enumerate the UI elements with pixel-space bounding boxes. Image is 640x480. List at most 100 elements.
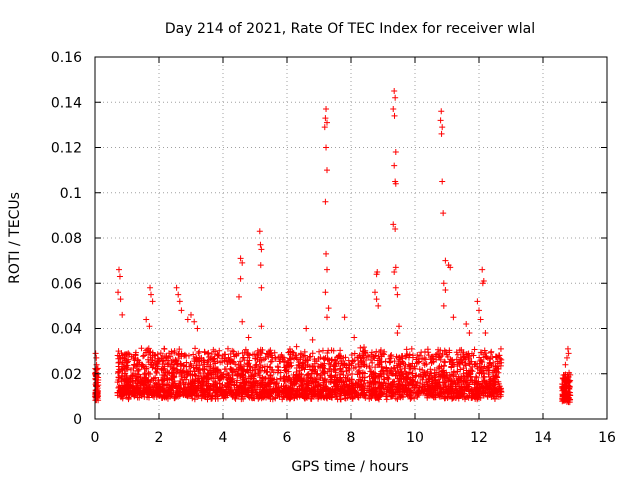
- data-point: [472, 379, 479, 386]
- data-point: [565, 350, 572, 357]
- data-point: [459, 351, 466, 358]
- data-point: [125, 381, 132, 388]
- data-point: [323, 250, 330, 257]
- data-point: [387, 359, 394, 366]
- data-point: [258, 246, 265, 253]
- data-point: [492, 372, 499, 379]
- data-point: [305, 382, 312, 389]
- data-point: [408, 345, 415, 352]
- data-point: [448, 361, 455, 368]
- data-point: [341, 314, 348, 321]
- data-point: [398, 376, 405, 383]
- data-point: [407, 363, 414, 370]
- data-point: [153, 369, 160, 376]
- data-point: [427, 392, 434, 399]
- data-point: [349, 382, 356, 389]
- data-point: [394, 330, 401, 337]
- data-point: [181, 390, 188, 397]
- data-point: [293, 343, 300, 350]
- data-point: [559, 398, 566, 405]
- data-point: [254, 351, 261, 358]
- data-point: [378, 382, 385, 389]
- data-point: [200, 391, 207, 398]
- data-point: [481, 363, 488, 370]
- data-point: [262, 375, 269, 382]
- y-tick-label: 0.12: [51, 141, 82, 157]
- data-point: [183, 359, 190, 366]
- data-point: [403, 346, 410, 353]
- data-point: [147, 378, 154, 385]
- data-point: [252, 389, 259, 396]
- data-point: [428, 360, 435, 367]
- data-point: [303, 325, 310, 332]
- data-point: [452, 381, 459, 388]
- data-point: [269, 366, 276, 373]
- data-point: [114, 369, 121, 376]
- data-point: [207, 361, 214, 368]
- data-point: [245, 334, 252, 341]
- data-point: [239, 349, 246, 356]
- data-point: [167, 353, 174, 360]
- data-point: [372, 289, 378, 296]
- data-point: [349, 389, 356, 396]
- data-point: [497, 355, 504, 362]
- data-point: [439, 178, 446, 185]
- data-point: [436, 386, 443, 393]
- data-point: [486, 384, 493, 391]
- data-point: [239, 387, 246, 394]
- data-point: [395, 380, 402, 387]
- data-point: [391, 268, 398, 275]
- data-point: [389, 386, 396, 393]
- data-point: [375, 361, 382, 368]
- data-point: [424, 382, 431, 389]
- data-point: [297, 378, 304, 385]
- data-point: [221, 390, 228, 397]
- data-point: [401, 365, 408, 372]
- data-point: [400, 360, 407, 367]
- data-point: [264, 382, 271, 389]
- data-point: [194, 325, 201, 332]
- data-point: [230, 351, 237, 358]
- data-point: [146, 390, 153, 397]
- data-point: [564, 345, 571, 352]
- x-tick-label: 6: [283, 430, 292, 446]
- data-point: [160, 357, 167, 364]
- data-point: [388, 393, 395, 400]
- data-point: [442, 382, 449, 389]
- data-point: [247, 363, 254, 370]
- data-point: [200, 375, 207, 382]
- data-point: [394, 387, 401, 394]
- data-point: [390, 106, 397, 113]
- data-point: [205, 370, 212, 377]
- data-point: [366, 395, 373, 402]
- data-point: [328, 356, 335, 363]
- data-point: [312, 379, 319, 386]
- data-point: [177, 360, 184, 367]
- data-point: [237, 361, 244, 368]
- data-point: [286, 396, 293, 403]
- data-point: [187, 368, 194, 375]
- data-point: [316, 348, 323, 355]
- data-point: [409, 360, 416, 367]
- data-point: [328, 368, 335, 375]
- data-point: [115, 355, 122, 362]
- data-point: [115, 384, 122, 391]
- data-point: [445, 376, 451, 383]
- data-point: [348, 352, 355, 359]
- data-point: [367, 379, 374, 386]
- data-point: [327, 361, 334, 368]
- data-point: [479, 280, 486, 287]
- data-point: [372, 364, 379, 371]
- data-point: [177, 369, 184, 376]
- data-point: [375, 395, 382, 402]
- data-point: [385, 376, 392, 383]
- data-point: [324, 167, 330, 174]
- data-point: [450, 392, 457, 399]
- data-point: [226, 381, 233, 388]
- data-point: [317, 372, 324, 379]
- data-point: [114, 379, 121, 386]
- data-point: [484, 392, 491, 399]
- data-point: [241, 357, 248, 364]
- data-point: [411, 385, 418, 392]
- data-point: [448, 383, 455, 390]
